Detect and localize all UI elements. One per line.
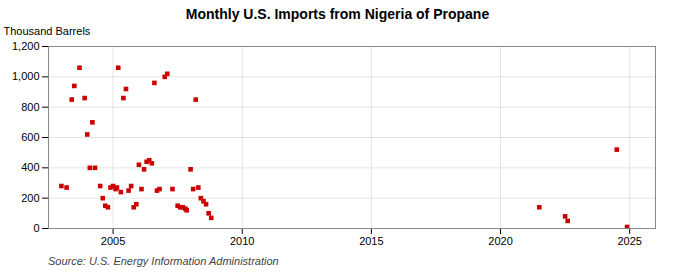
html-text:Source: U.S. Energy Informatio: Source: U.S. Energy Information Administ… xyxy=(48,255,279,267)
svg-text:1,200: 1,200 xyxy=(12,40,40,52)
svg-text:200: 200 xyxy=(21,192,39,204)
svg-text:1,000: 1,000 xyxy=(12,70,40,82)
svg-text:2015: 2015 xyxy=(359,235,383,247)
html-text:Monthly U.S. Imports from Nige: Monthly U.S. Imports from Nigeria of Pro… xyxy=(185,6,490,22)
svg-text:400: 400 xyxy=(21,161,39,173)
svg-text:2025: 2025 xyxy=(617,235,641,247)
svg-text:2020: 2020 xyxy=(488,235,512,247)
svg-text:800: 800 xyxy=(21,101,39,113)
svg-text:2010: 2010 xyxy=(230,235,254,247)
svg-text:600: 600 xyxy=(21,131,39,143)
svg-text:2005: 2005 xyxy=(101,235,125,247)
svg-text:Thousand Barrels: Thousand Barrels xyxy=(4,25,91,37)
svg-text:0: 0 xyxy=(33,222,39,234)
